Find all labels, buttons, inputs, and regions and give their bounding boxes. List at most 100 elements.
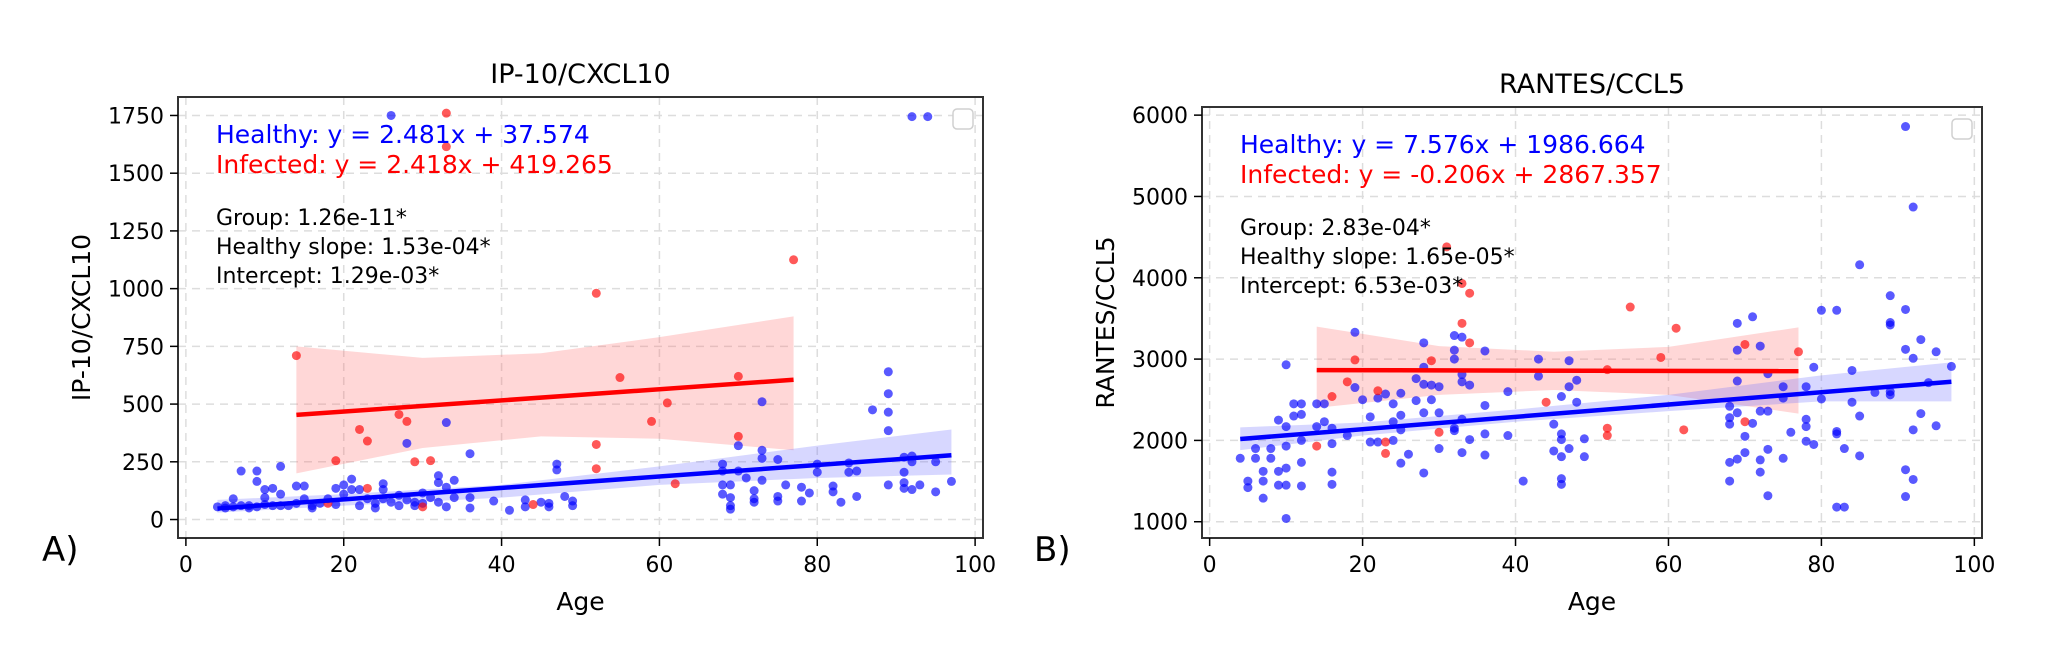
healthy-point — [757, 453, 767, 463]
healthy-ci-band — [1240, 362, 1952, 451]
infected-equation: Infected: y = 2.418x + 419.265 — [216, 150, 613, 179]
x-tick-label: 0 — [1203, 553, 1217, 578]
chart-title: IP-10/CXCL10 — [490, 59, 670, 90]
healthy-point — [355, 485, 365, 495]
legend-box — [952, 108, 974, 130]
infected-point — [1426, 356, 1436, 366]
healthy-point — [757, 475, 767, 485]
healthy-point — [1832, 429, 1842, 439]
infected-point — [1602, 431, 1612, 441]
healthy-point — [1855, 411, 1865, 421]
infected-point — [733, 371, 743, 381]
infected-point — [1350, 355, 1360, 365]
healthy-point — [1732, 376, 1742, 386]
infected-point — [394, 409, 404, 419]
healthy-point — [1725, 419, 1735, 429]
infected-fit-line — [296, 377, 794, 418]
healthy-point — [465, 503, 475, 513]
healthy-point — [718, 480, 728, 490]
healthy-point — [1365, 437, 1375, 447]
healthy-point — [370, 503, 380, 513]
x-tick-label: 100 — [954, 553, 996, 578]
healthy-point — [1839, 444, 1849, 454]
infected-point — [1793, 347, 1803, 357]
healthy-point — [1801, 436, 1811, 446]
healthy-point — [1725, 476, 1735, 486]
healthy-point — [1533, 371, 1543, 381]
chart-ip10-cxcl10: 0 20 40 60 80 10002505007501000125015001750IP… — [67, 59, 996, 616]
healthy-point — [347, 474, 357, 484]
healthy-point — [1449, 345, 1459, 355]
healthy-point — [1564, 444, 1574, 454]
healthy-point — [1480, 450, 1490, 460]
healthy-point — [1480, 429, 1490, 439]
healthy-point — [441, 418, 451, 428]
healthy-point — [1755, 455, 1765, 465]
healthy-equation: Healthy: y = 2.481x + 37.574 — [216, 120, 590, 149]
healthy-point — [1801, 422, 1811, 432]
healthy-point — [883, 480, 893, 490]
x-tick-label: 40 — [488, 553, 516, 578]
infected-point — [591, 464, 601, 474]
infected-equation: Infected: y = -0.206x + 2867.357 — [1240, 160, 1662, 189]
healthy-point — [1931, 421, 1941, 431]
healthy-point — [1732, 454, 1742, 464]
healthy-point — [844, 467, 854, 477]
healthy-point — [276, 489, 286, 499]
healthy-point — [1373, 393, 1383, 403]
infected-point — [528, 500, 538, 510]
infected-point — [1602, 423, 1612, 433]
healthy-point — [1809, 439, 1819, 449]
healthy-point — [1350, 327, 1360, 337]
healthy-point — [1419, 468, 1429, 478]
healthy-point — [1449, 331, 1459, 341]
healthy-point — [1350, 383, 1360, 393]
x-tick-label: 40 — [1502, 553, 1530, 578]
infected-point — [291, 351, 301, 361]
healthy-point — [804, 488, 814, 498]
healthy-point — [1396, 388, 1406, 398]
healthy-point — [899, 467, 909, 477]
healthy-point — [1763, 444, 1773, 454]
infected-point — [1342, 377, 1352, 387]
healthy-point — [1266, 453, 1276, 463]
healthy-point — [1579, 452, 1589, 462]
healthy-point — [1426, 380, 1436, 390]
healthy-point — [773, 454, 783, 464]
infected-point — [1625, 302, 1635, 312]
healthy-point — [1725, 401, 1735, 411]
infected-point — [355, 424, 365, 434]
healthy-point — [1533, 354, 1543, 364]
healthy-point — [1885, 291, 1895, 301]
healthy-point — [1572, 375, 1582, 385]
healthy-point — [1778, 382, 1788, 392]
healthy-point — [1572, 397, 1582, 407]
healthy-point — [1381, 389, 1391, 399]
healthy-point — [1281, 422, 1291, 432]
healthy-point — [931, 457, 941, 467]
healthy-point — [449, 493, 459, 503]
infected-point — [418, 502, 428, 512]
chart-rantes-ccl5: 0 20 40 60 80 100 1000 2000 3000 4000 5000 6000 RANT… — [1091, 69, 1995, 616]
healthy-point — [946, 476, 956, 486]
healthy-point — [378, 485, 388, 495]
x-tick-label: 20 — [330, 553, 358, 578]
healthy-point — [1901, 465, 1911, 475]
healthy-point — [299, 481, 309, 491]
healthy-point — [725, 504, 735, 514]
healthy-point — [1358, 395, 1368, 405]
healthy-point — [1243, 483, 1253, 493]
infected-point — [1465, 338, 1475, 348]
healthy-point — [1901, 492, 1911, 502]
healthy-point — [1518, 476, 1528, 486]
healthy-point — [1847, 397, 1857, 407]
healthy-point — [1480, 400, 1490, 410]
healthy-point — [1327, 479, 1337, 489]
y-tick-label: 1000 — [1132, 511, 1188, 536]
healthy-point — [1908, 474, 1918, 484]
healthy-point — [1725, 413, 1735, 423]
stats-annotation: Intercept: 1.29e-03* — [216, 264, 439, 289]
healthy-point — [1434, 408, 1444, 418]
stats-annotation: Healthy slope: 1.65e-05* — [1240, 245, 1515, 270]
healthy-point — [1396, 410, 1406, 420]
